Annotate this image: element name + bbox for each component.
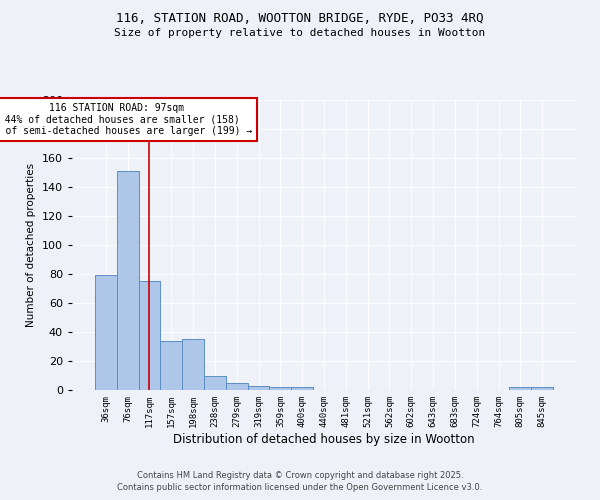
Bar <box>226 383 248 390</box>
Y-axis label: Number of detached properties: Number of detached properties <box>26 163 36 327</box>
Bar <box>160 340 182 390</box>
Bar <box>204 376 226 390</box>
Bar <box>95 276 117 390</box>
Bar <box>291 387 313 390</box>
Bar <box>269 387 291 390</box>
Text: 116, STATION ROAD, WOOTTON BRIDGE, RYDE, PO33 4RQ: 116, STATION ROAD, WOOTTON BRIDGE, RYDE,… <box>116 12 484 26</box>
Bar <box>509 387 531 390</box>
Text: Size of property relative to detached houses in Wootton: Size of property relative to detached ho… <box>115 28 485 38</box>
Text: 116 STATION ROAD: 97sqm
← 44% of detached houses are smaller (158)
56% of semi-d: 116 STATION ROAD: 97sqm ← 44% of detache… <box>0 103 252 136</box>
X-axis label: Distribution of detached houses by size in Wootton: Distribution of detached houses by size … <box>173 432 475 446</box>
Text: Contains HM Land Registry data © Crown copyright and database right 2025.: Contains HM Land Registry data © Crown c… <box>137 471 463 480</box>
Bar <box>248 386 269 390</box>
Text: Contains public sector information licensed under the Open Government Licence v3: Contains public sector information licen… <box>118 484 482 492</box>
Bar <box>117 171 139 390</box>
Bar <box>182 339 204 390</box>
Bar <box>139 281 160 390</box>
Bar <box>531 387 553 390</box>
